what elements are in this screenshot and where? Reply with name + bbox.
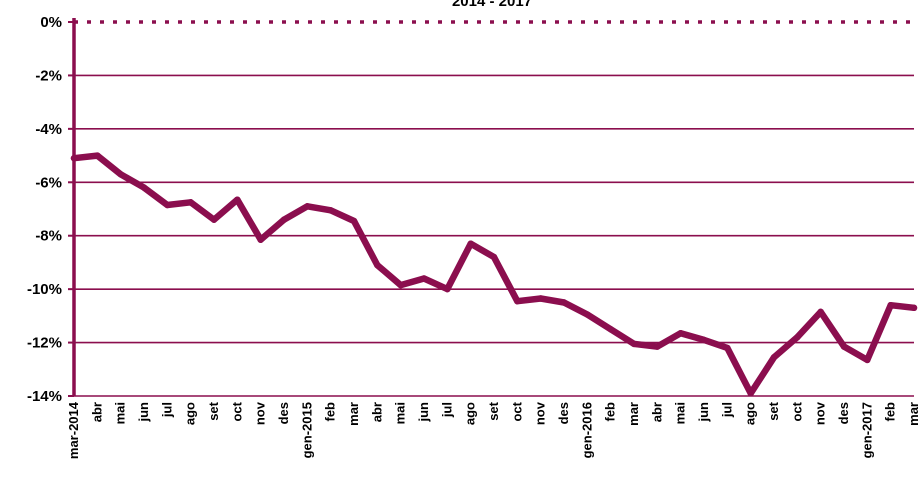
data-point [607, 326, 614, 333]
x-tick-label: gen-2015 [299, 402, 314, 458]
x-tick-label: gen-2017 [859, 402, 874, 458]
x-tick-label: set [486, 401, 501, 420]
x-tick-label: oct [509, 401, 524, 421]
y-tick-label: -10% [27, 281, 62, 298]
data-point [397, 281, 404, 289]
x-tick-label: set [206, 401, 221, 420]
data-point [560, 299, 568, 306]
x-tick-label: mar-2014 [66, 401, 81, 459]
x-tick-label: jun [136, 402, 151, 423]
y-tick-label: -12% [27, 335, 62, 352]
data-point [327, 207, 334, 214]
x-tick-label: ago [463, 402, 478, 425]
x-tick-label: abr [89, 402, 104, 422]
chart-title: 2014 - 2017 [452, 0, 532, 10]
x-tick-label: jul [719, 402, 734, 418]
axes [68, 18, 76, 397]
data-point [770, 354, 778, 361]
x-tick-label: oct [229, 401, 244, 421]
data-point [257, 236, 264, 243]
data-point [584, 311, 591, 318]
x-tick-label: ago [183, 402, 198, 425]
y-tick-label: -8% [35, 228, 62, 245]
data-point [280, 216, 288, 223]
x-tick-label: jun [416, 402, 431, 423]
x-tick-label: mar [346, 402, 361, 426]
x-tick-label: mai [673, 402, 688, 424]
x-tick-label: ago [743, 402, 758, 425]
x-tick-label: mai [393, 402, 408, 424]
data-point [537, 295, 544, 302]
x-tick-label: nov [813, 401, 828, 425]
data-point [724, 344, 731, 352]
data-point [210, 216, 218, 223]
data-point [70, 155, 78, 162]
data-point [677, 330, 684, 337]
x-tick-label: jul [159, 402, 174, 418]
x-tick-label: des [556, 402, 571, 424]
x-tick-label: feb [323, 402, 338, 422]
x-tick-label: nov [533, 401, 548, 425]
data-point [794, 334, 801, 341]
x-tick-label: feb [883, 402, 898, 422]
x-tick-label: feb [603, 402, 618, 422]
x-tick-label: abr [649, 402, 664, 422]
data-point [467, 240, 474, 247]
series-group [70, 152, 918, 397]
data-point [94, 152, 101, 159]
x-tick-label: jun [696, 402, 711, 423]
data-point [420, 275, 428, 282]
data-point [444, 285, 451, 293]
y-tick-label: -6% [35, 174, 62, 191]
x-tick-label: mai [113, 402, 128, 424]
y-tick-label: -2% [35, 67, 62, 84]
gridlines [74, 20, 914, 397]
x-tick-label: set [766, 401, 781, 420]
x-tick-label: mar [626, 402, 641, 426]
data-point [514, 297, 521, 305]
series-line [70, 152, 918, 397]
data-point [630, 340, 638, 348]
data-point [164, 201, 171, 209]
data-point [864, 356, 871, 364]
y-tick-label: -14% [27, 388, 62, 405]
data-point [117, 171, 124, 178]
data-point [374, 261, 381, 269]
data-point [490, 253, 498, 261]
x-tick-labels: mar-2014 abr mai jun jul ago set oct nov des gen-2… [66, 401, 918, 459]
data-point [187, 199, 194, 206]
data-point [304, 203, 311, 210]
data-point [887, 301, 894, 309]
data-point [817, 308, 824, 316]
data-point [350, 217, 358, 225]
y-tick-label: -4% [35, 121, 62, 138]
data-point [840, 343, 848, 350]
data-point [654, 343, 661, 350]
x-tick-label: mar [906, 402, 918, 426]
data-point [234, 196, 241, 203]
x-tick-label: des [276, 402, 291, 424]
x-tick-label: jul [439, 402, 454, 418]
x-tick-label: abr [369, 402, 384, 422]
y-tick-label: 0% [40, 14, 62, 31]
data-point [747, 390, 754, 397]
data-point [700, 336, 708, 344]
x-tick-label: gen-2016 [579, 402, 594, 458]
data-point [910, 304, 918, 312]
x-tick-label: oct [789, 401, 804, 421]
y-tick-labels: 0% -2% -4% -6% -8% -10% -12% -14% [27, 14, 62, 405]
data-point [140, 184, 148, 191]
x-tick-label: nov [253, 401, 268, 425]
x-tick-label: des [836, 402, 851, 424]
